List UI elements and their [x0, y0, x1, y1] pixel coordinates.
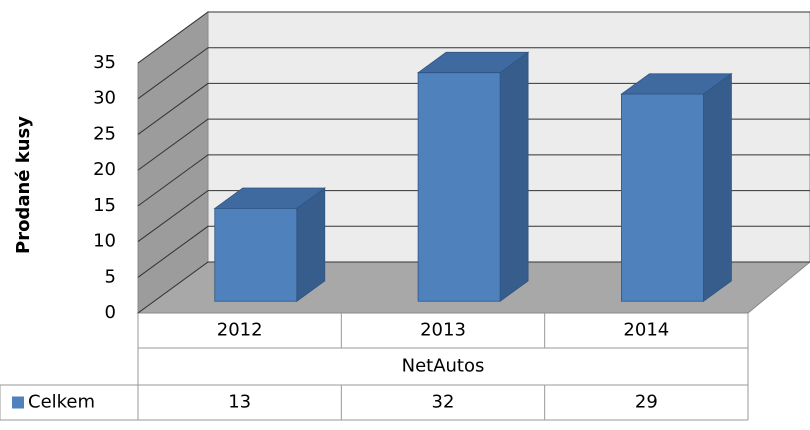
x-tick-label: 2013 — [420, 320, 466, 341]
grid-line — [137, 225, 810, 278]
y-tick-label: 30 — [93, 88, 116, 109]
y-tick-label: 20 — [93, 159, 116, 180]
bar-side — [703, 72, 732, 303]
table-value: 29 — [635, 392, 658, 413]
bar-front — [621, 93, 704, 302]
y-tick-label: 15 — [93, 195, 116, 216]
bar-side — [499, 51, 529, 303]
grid-line — [137, 11, 810, 64]
y-tick-label: 35 — [93, 52, 116, 73]
group-label: NetAutos — [402, 356, 485, 377]
grid-line — [137, 154, 810, 207]
y-tick-label: 10 — [93, 231, 116, 252]
table-value: 32 — [432, 392, 455, 413]
bar-front — [417, 72, 501, 302]
x-tick-label: 2012 — [217, 320, 263, 341]
y-tick-label: 0 — [105, 302, 116, 323]
grid-line — [137, 82, 810, 135]
y-tick-label: 25 — [93, 123, 116, 144]
y-axis-label: Prodané kusy — [13, 116, 34, 254]
legend-label: Celkem — [28, 392, 95, 413]
y-tick-label: 5 — [105, 266, 116, 287]
grid-line — [137, 47, 810, 100]
grid-line — [137, 118, 810, 171]
grid-line — [137, 261, 810, 314]
bar — [213, 187, 326, 303]
bar — [620, 72, 733, 303]
bar-front — [214, 208, 298, 302]
x-tick-label: 2014 — [623, 320, 669, 341]
bar — [416, 51, 530, 303]
table-value: 13 — [228, 392, 251, 413]
grid-line — [137, 190, 810, 242]
legend-swatch — [12, 396, 24, 409]
